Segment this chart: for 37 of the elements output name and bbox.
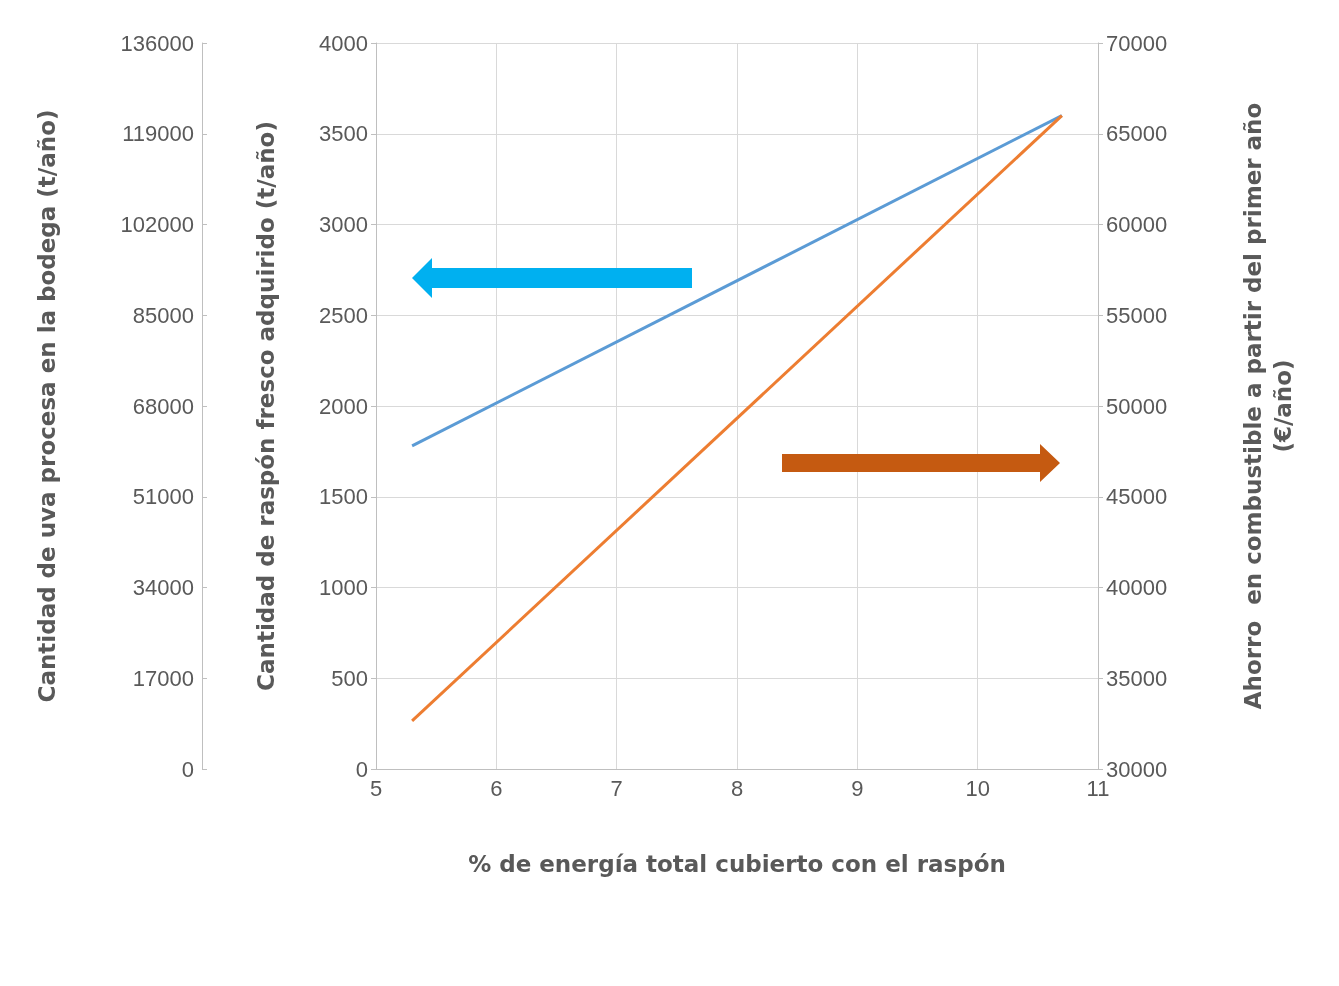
y3-tick-label: 119000 bbox=[122, 121, 194, 147]
y2-tick-label: 65000 bbox=[1106, 121, 1168, 147]
y3-tick-label: 51000 bbox=[132, 484, 194, 510]
y2-tick-label: 50000 bbox=[1106, 393, 1168, 419]
y-axis-title: Cantidad de raspón fresco adquirido (t/año) bbox=[253, 121, 279, 691]
y-tick-label: 2000 bbox=[319, 393, 368, 419]
y3-tick-label: 17000 bbox=[132, 665, 194, 691]
y-tick-label: 4000 bbox=[319, 30, 368, 56]
x-axis-title: % de energía total cubierto con el raspón bbox=[468, 851, 1006, 877]
x-tick-label: 5 bbox=[369, 775, 383, 801]
y3-tick-label: 0 bbox=[181, 756, 194, 782]
y3-tick-label: 85000 bbox=[132, 302, 194, 328]
x-tick-label: 7 bbox=[610, 775, 623, 801]
y2-tick-label: 40000 bbox=[1106, 575, 1168, 600]
y2-tick-label: 70000 bbox=[1106, 30, 1168, 56]
y3-tick-label: 102000 bbox=[120, 212, 194, 237]
y-tick-label: 2500 bbox=[319, 302, 368, 328]
y-tick-label: 0 bbox=[355, 756, 368, 782]
y-tick-label: 3500 bbox=[319, 121, 368, 147]
x-tick-label: 8 bbox=[730, 775, 744, 801]
y3-tick-label: 68000 bbox=[132, 393, 194, 419]
y3-axis-title: Cantidad de uva procesa en la bodega (t/año) bbox=[34, 109, 60, 703]
y2-tick-label: 35000 bbox=[1106, 665, 1168, 691]
x-tick-label: 9 bbox=[851, 775, 864, 801]
y2-tick-label: 30000 bbox=[1106, 756, 1168, 782]
y2-tick-label: 55000 bbox=[1106, 302, 1168, 328]
y3-tick-label: 34000 bbox=[132, 575, 194, 600]
y2-tick-label: 45000 bbox=[1106, 484, 1168, 510]
y2-tick-label: 60000 bbox=[1106, 212, 1168, 237]
y-tick-label: 3000 bbox=[319, 212, 368, 237]
y-tick-label: 1500 bbox=[319, 484, 368, 510]
y3-tick-label: 136000 bbox=[120, 30, 194, 56]
x-tick-label: 10 bbox=[965, 775, 990, 801]
y-tick-label: 500 bbox=[331, 665, 368, 691]
y2-axis-title: Ahorro en combustible a partir del primer año (€/año) bbox=[1240, 102, 1296, 710]
y-tick-label: 1000 bbox=[319, 575, 368, 600]
x-tick-label: 6 bbox=[490, 775, 503, 801]
